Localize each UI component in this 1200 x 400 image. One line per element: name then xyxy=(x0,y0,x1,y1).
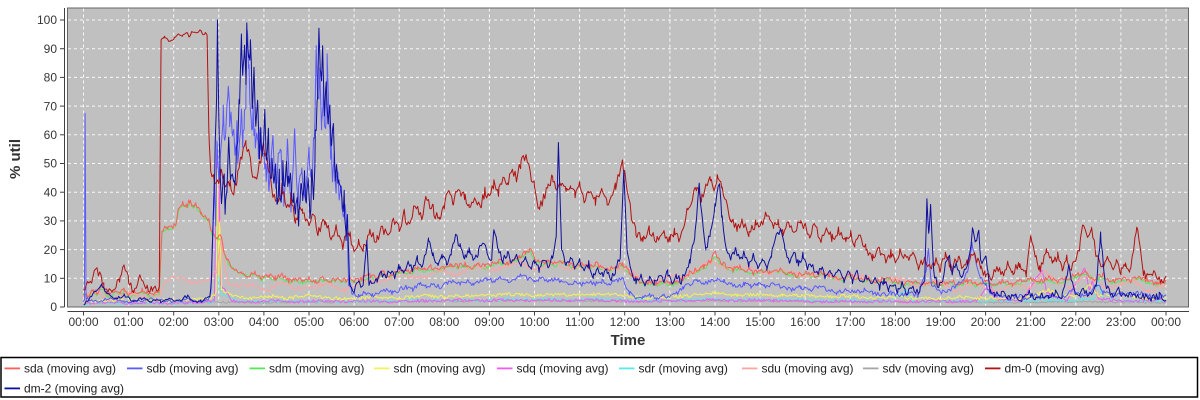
svg-text:30: 30 xyxy=(44,214,58,228)
svg-text:16:00: 16:00 xyxy=(790,315,820,329)
svg-text:00:00: 00:00 xyxy=(68,315,98,329)
svg-text:18:00: 18:00 xyxy=(880,315,910,329)
svg-text:13:00: 13:00 xyxy=(655,315,685,329)
svg-text:sda (moving avg): sda (moving avg) xyxy=(24,362,116,376)
svg-text:21:00: 21:00 xyxy=(1016,315,1046,329)
svg-text:80: 80 xyxy=(44,71,58,85)
svg-text:14:00: 14:00 xyxy=(700,315,730,329)
svg-text:70: 70 xyxy=(44,99,58,113)
svg-text:23:00: 23:00 xyxy=(1106,315,1136,329)
svg-text:22:00: 22:00 xyxy=(1061,315,1091,329)
svg-text:10:00: 10:00 xyxy=(519,315,549,329)
svg-text:11:00: 11:00 xyxy=(565,315,594,329)
svg-text:07:00: 07:00 xyxy=(384,315,414,329)
svg-text:17:00: 17:00 xyxy=(835,315,865,329)
svg-text:03:00: 03:00 xyxy=(204,315,234,329)
svg-text:sdq (moving avg): sdq (moving avg) xyxy=(517,362,609,376)
svg-text:08:00: 08:00 xyxy=(429,315,459,329)
svg-text:100: 100 xyxy=(37,13,57,27)
svg-text:sdv (moving avg): sdv (moving avg) xyxy=(883,362,974,376)
svg-text:dm-2 (moving avg): dm-2 (moving avg) xyxy=(24,382,124,396)
svg-text:sdn (moving avg): sdn (moving avg) xyxy=(394,362,486,376)
svg-text:% util: % util xyxy=(7,139,24,179)
svg-text:dm-0 (moving avg): dm-0 (moving avg) xyxy=(1005,362,1105,376)
svg-text:Time: Time xyxy=(611,332,646,349)
svg-text:sdb (moving avg): sdb (moving avg) xyxy=(147,362,239,376)
svg-text:19:00: 19:00 xyxy=(925,315,955,329)
svg-text:40: 40 xyxy=(44,185,58,199)
svg-text:sdr (moving avg): sdr (moving avg) xyxy=(639,362,728,376)
svg-text:06:00: 06:00 xyxy=(339,315,369,329)
svg-text:04:00: 04:00 xyxy=(249,315,279,329)
svg-text:60: 60 xyxy=(44,128,58,142)
svg-text:10: 10 xyxy=(44,272,58,286)
svg-text:0: 0 xyxy=(50,300,57,314)
svg-text:01:00: 01:00 xyxy=(114,315,144,329)
svg-text:sdm (moving avg): sdm (moving avg) xyxy=(269,362,364,376)
svg-text:15:00: 15:00 xyxy=(745,315,775,329)
svg-text:09:00: 09:00 xyxy=(474,315,504,329)
svg-text:90: 90 xyxy=(44,42,58,56)
svg-text:50: 50 xyxy=(44,157,58,171)
svg-text:12:00: 12:00 xyxy=(610,315,640,329)
svg-text:00:00: 00:00 xyxy=(1151,315,1181,329)
svg-text:20: 20 xyxy=(44,243,58,257)
svg-text:sdu (moving avg): sdu (moving avg) xyxy=(762,362,854,376)
svg-text:02:00: 02:00 xyxy=(159,315,189,329)
svg-text:05:00: 05:00 xyxy=(294,315,324,329)
svg-text:20:00: 20:00 xyxy=(971,315,1001,329)
